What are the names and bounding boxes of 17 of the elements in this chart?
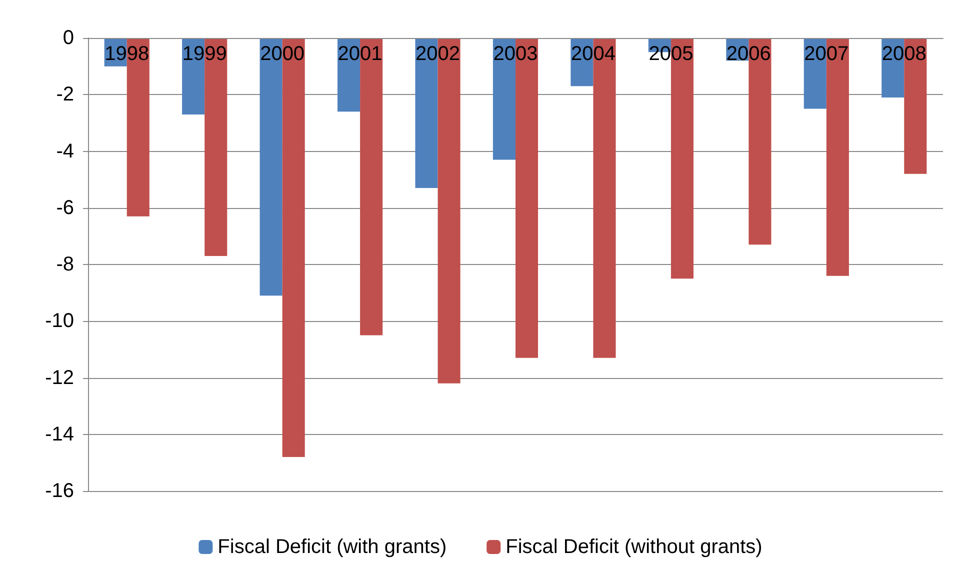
x-tick-label: 2002 <box>416 43 460 65</box>
y-tick-label: 0 <box>62 27 74 49</box>
x-tick-label: 2001 <box>338 43 382 65</box>
legend-label: Fiscal Deficit (without grants) <box>506 536 762 558</box>
y-tick-label: -10 <box>45 310 74 332</box>
y-tick-label: -8 <box>56 254 74 276</box>
y-tick-label: -16 <box>45 480 74 502</box>
y-tick-label: -4 <box>56 140 74 162</box>
legend-label: Fiscal Deficit (with grants) <box>218 536 447 558</box>
x-tick-label: 2006 <box>726 43 771 65</box>
x-tick-label: 2007 <box>804 43 849 65</box>
x-tick-label: 2008 <box>882 43 926 65</box>
y-tick-label: -6 <box>56 196 74 219</box>
x-tick-label: 2003 <box>493 43 538 65</box>
y-tick-label: -14 <box>45 423 74 446</box>
y-tick-label: -2 <box>56 84 74 106</box>
y-tick-label: -12 <box>45 366 74 389</box>
